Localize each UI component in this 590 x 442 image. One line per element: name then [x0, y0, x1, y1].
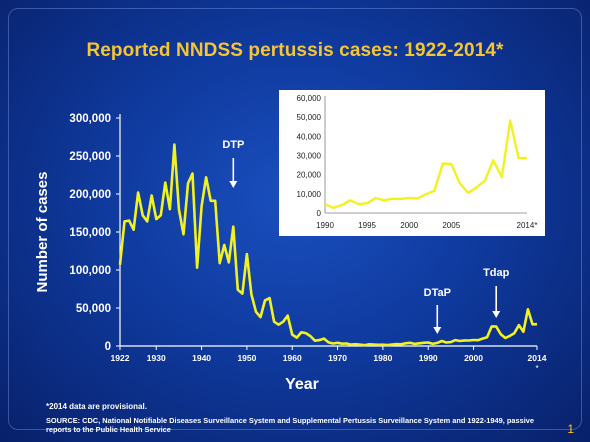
main-annotations: DTP DTaP Tdap	[222, 139, 510, 334]
annotation-arrow-head	[433, 327, 442, 334]
slide-title: Reported NNDSS pertussis cases: 1922-201…	[86, 40, 504, 61]
y-axis-label: Number of cases	[34, 172, 51, 293]
annotation-arrow-head	[492, 311, 501, 318]
inset-y-tick-label: 50,000	[297, 113, 322, 122]
annotation-label: Tdap	[483, 267, 510, 279]
inset-x-tick-label: 1990	[316, 221, 334, 230]
main-series-line	[118, 143, 538, 347]
source-note: SOURCE: CDC, National Notifiable Disease…	[46, 416, 534, 434]
footnote: *2014 data are provisional.	[46, 402, 147, 411]
main-x-tick-label: 1960	[283, 353, 302, 363]
inset-y-tick-label: 30,000	[297, 152, 322, 161]
main-series	[118, 143, 538, 347]
main-x-tick-label: 1970	[328, 353, 347, 363]
inset-x-tick-label: 2014*	[517, 221, 538, 230]
x-axis-note: *	[535, 364, 538, 373]
main-y-tick-label: 150,000	[69, 227, 111, 239]
annotation-label: DTP	[222, 139, 244, 151]
main-y-tick-label: 200,000	[69, 189, 111, 201]
inset-x-tick-label: 2005	[442, 221, 460, 230]
main-y-tick-label: 250,000	[69, 151, 111, 163]
inset-x-tick-label: 2000	[400, 221, 418, 230]
main-x-tick-label: 2014	[528, 353, 547, 363]
main-x-tick-label: 1922	[111, 353, 130, 363]
main-x-tick-label: 2000	[464, 353, 483, 363]
main-x-tick-label: 1980	[373, 353, 392, 363]
main-x-tick-label: 1990	[419, 353, 438, 363]
annotation-label: DTaP	[424, 287, 451, 299]
inset-x-tick-label: 1995	[358, 221, 376, 230]
main-x-tick-label: 1940	[192, 353, 211, 363]
inset-y-tick-label: 20,000	[297, 171, 322, 180]
main-y-tick-label: 300,000	[69, 113, 111, 125]
inset-y-tick-label: 10,000	[297, 190, 322, 199]
page-number: 1	[567, 422, 574, 436]
inset-series-line	[324, 119, 528, 210]
annotation-arrow-head	[229, 181, 238, 188]
x-axis-label: Year	[285, 376, 319, 393]
inset-background	[279, 90, 545, 236]
main-y-tick-label: 0	[105, 341, 111, 353]
inset-chart: 0 10,000 20,000 30,000 40,000 50,000 60,000 199…	[279, 90, 545, 236]
main-axes	[119, 114, 537, 347]
inset-y-tick-label: 60,000	[297, 94, 322, 103]
inset-y-tick-label: 40,000	[297, 132, 322, 141]
main-y-tick-label: 100,000	[69, 265, 111, 277]
main-y-tick-label: 50,000	[76, 303, 111, 315]
inset-y-tick-label: 0	[317, 209, 322, 218]
main-x-tick-label: 1930	[147, 353, 166, 363]
main-y-axis-ticks: 0 50,000 100,000 150,000 200,000 250,000 300,0…	[69, 113, 120, 353]
main-x-axis-ticks: 1922 1930 1940 1950 1960 1970 1980 1990 2000 2014	[111, 346, 547, 363]
main-x-tick-label: 1950	[237, 353, 256, 363]
